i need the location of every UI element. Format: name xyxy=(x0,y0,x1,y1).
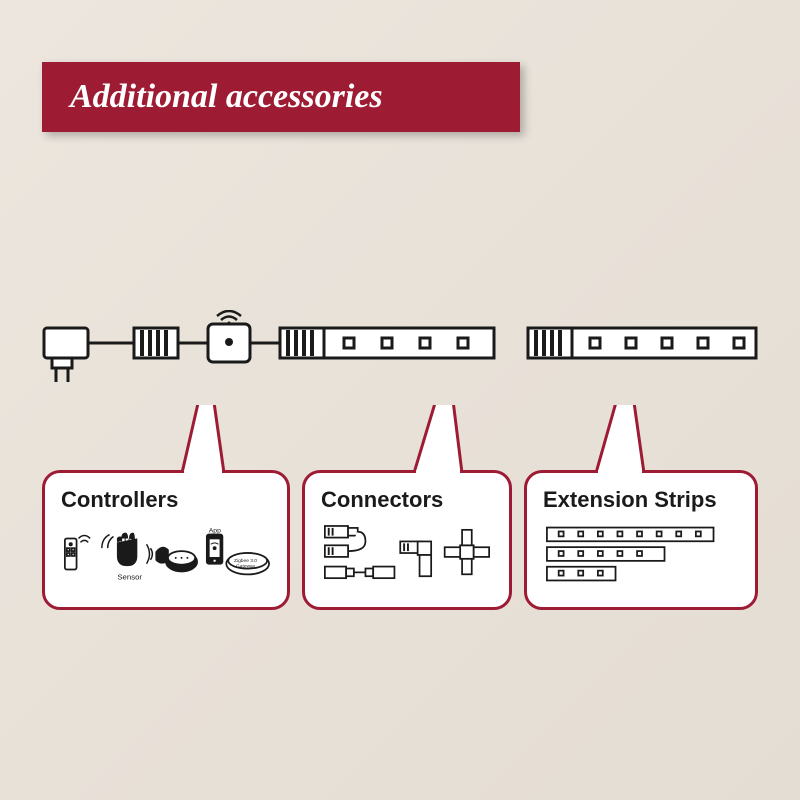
svg-text:Sensor: Sensor xyxy=(117,572,142,581)
strips-stack-icon xyxy=(547,528,714,581)
inline-connector-icon xyxy=(325,567,395,579)
extension-title: Extension Strips xyxy=(543,487,739,513)
cross-connector-icon xyxy=(445,530,489,574)
connectors-callout: Connectors xyxy=(302,470,512,610)
voice-assistant-icon xyxy=(147,544,198,571)
svg-text:Gateway: Gateway xyxy=(236,564,256,570)
callouts-container: Controllers xyxy=(42,405,758,685)
extension-callout: Extension Strips xyxy=(524,470,758,610)
app-gateway-icon: App Zigbee 3.0 Gateway xyxy=(207,528,269,575)
connectors-title: Connectors xyxy=(321,487,493,513)
title-banner: Additional accessories xyxy=(42,62,520,132)
connectors-icons xyxy=(321,525,493,583)
straight-connector-icon xyxy=(325,526,366,557)
hand-sensor-icon xyxy=(102,533,137,566)
product-chain-diagram xyxy=(42,310,758,390)
extension-icons xyxy=(543,525,739,583)
controllers-icons: Sensor xyxy=(61,525,271,583)
svg-text:Zigbee 3.0: Zigbee 3.0 xyxy=(234,558,257,564)
controllers-title: Controllers xyxy=(61,487,271,513)
controllers-callout: Controllers xyxy=(42,470,290,610)
l-connector-icon xyxy=(400,541,431,576)
power-adapter-icon xyxy=(44,328,88,358)
svg-text:App: App xyxy=(209,528,221,535)
banner-title: Additional accessories xyxy=(70,78,383,116)
